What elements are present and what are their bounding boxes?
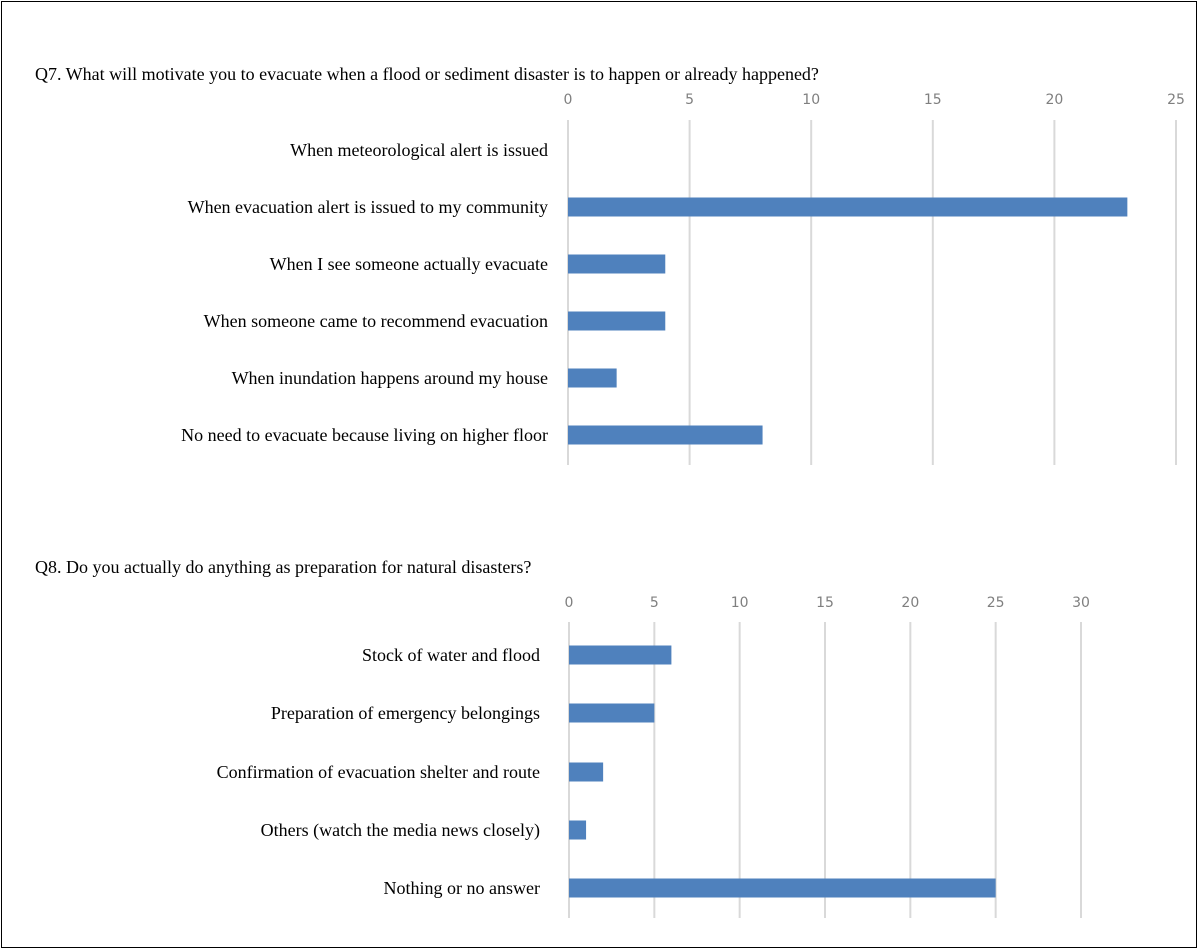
q7-bar xyxy=(568,311,666,331)
q7-category-label: When inundation happens around my house xyxy=(232,368,548,388)
q7-category-label: When someone came to recommend evacuatio… xyxy=(204,311,548,331)
q7-bar xyxy=(568,254,666,274)
q8-tick-label: 25 xyxy=(987,595,1005,611)
q8-bar xyxy=(569,703,655,723)
q8-category-label: Stock of water and flood xyxy=(362,645,540,665)
q7-bar-chart: 0 5 10 15 20 25 When meteorological alert is i… xyxy=(181,92,1185,465)
q7-tick-label: 5 xyxy=(685,92,694,108)
q7-category-label: When meteorological alert is issued xyxy=(290,140,548,160)
q7-category-label: When evacuation alert is issued to my co… xyxy=(188,197,548,217)
q8-bar xyxy=(569,762,604,782)
q8-bar xyxy=(569,878,996,898)
q7-tick-label: 25 xyxy=(1167,92,1185,108)
q8-tick-label: 15 xyxy=(816,595,834,611)
q7-tick-label: 15 xyxy=(924,92,942,108)
q8-category-label: Confirmation of evacuation shelter and r… xyxy=(217,762,540,782)
q7-bar xyxy=(568,197,1128,217)
q8-title: Q8. Do you actually do anything as prepa… xyxy=(35,557,532,577)
q8-tick-label: 5 xyxy=(650,595,659,611)
q8-bar xyxy=(569,820,587,840)
q8-bar xyxy=(569,645,672,665)
q7-bar xyxy=(568,425,763,445)
q8-bar-chart: 0 5 10 15 20 25 30 Stock of water and flood Prep… xyxy=(217,595,1090,918)
q7-tick-label: 20 xyxy=(1045,92,1063,108)
q8-tick-label: 30 xyxy=(1072,595,1090,611)
q7-title: Q7. What will motivate you to evacuate w… xyxy=(35,64,819,84)
q7-category-label: When I see someone actually evacuate xyxy=(270,254,548,274)
q7-bar xyxy=(568,368,617,388)
q7-tick-label: 0 xyxy=(564,92,573,108)
q8-tick-label: 0 xyxy=(565,595,574,611)
q8-tick-label: 20 xyxy=(901,595,919,611)
q8-category-label: Others (watch the media news closely) xyxy=(261,820,540,841)
q7-tick-label: 10 xyxy=(802,92,820,108)
q8-tick-label: 10 xyxy=(731,595,749,611)
q7-category-label: No need to evacuate because living on hi… xyxy=(181,425,548,445)
q8-category-label: Preparation of emergency belongings xyxy=(271,703,540,723)
q8-category-label: Nothing or no answer xyxy=(384,878,540,898)
